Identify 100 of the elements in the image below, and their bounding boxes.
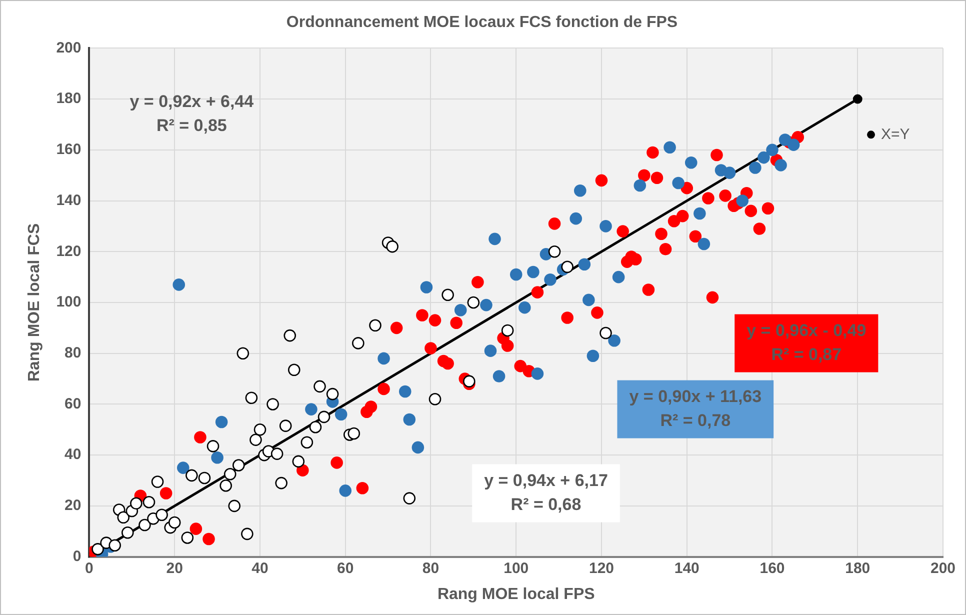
point [206, 440, 220, 452]
point [442, 357, 454, 370]
point [378, 382, 390, 396]
y-tick-label: 200 [56, 39, 82, 56]
point [744, 204, 758, 218]
point [531, 368, 544, 380]
point [659, 242, 672, 256]
point [574, 184, 586, 197]
annotation: y = 0,92x + 6,44 R² = 0,85 [130, 92, 254, 136]
point [369, 319, 382, 332]
point [181, 532, 194, 544]
point [642, 284, 655, 296]
point [467, 296, 480, 309]
y-tick-label: 40 [64, 446, 82, 464]
point [318, 410, 330, 424]
point [616, 225, 629, 238]
x-tick-label: 180 [845, 560, 870, 577]
annotation: y = 0,96x - 0,49 R² = 0,87 [746, 320, 866, 364]
point [531, 286, 544, 298]
point [684, 156, 698, 169]
point [241, 528, 254, 540]
point [198, 472, 211, 484]
point [412, 441, 424, 454]
point [416, 309, 428, 322]
point [356, 482, 369, 494]
point [420, 281, 433, 294]
point [561, 312, 574, 324]
point [694, 207, 706, 220]
point [591, 306, 604, 319]
point [334, 408, 348, 421]
x-tick-label: 80 [422, 560, 440, 577]
point [186, 469, 198, 482]
point [386, 240, 398, 253]
point [514, 360, 527, 372]
x-tick-label: 120 [588, 560, 614, 577]
point [582, 294, 595, 306]
x-tick-label: 60 [337, 560, 354, 577]
point [352, 337, 364, 350]
point [638, 169, 650, 182]
point [326, 388, 339, 400]
x-tick-label: 0 [85, 560, 94, 577]
point [398, 385, 412, 398]
point [706, 291, 719, 304]
point [676, 210, 689, 222]
point [698, 238, 710, 250]
point [121, 526, 134, 539]
point [450, 316, 462, 329]
point [254, 424, 266, 436]
point [527, 266, 540, 278]
point [288, 364, 300, 376]
point [339, 484, 352, 497]
y-tick-label: 80 [64, 344, 82, 362]
annotation: y = 0,94x + 6,17 R² = 0,68 [484, 470, 608, 514]
annotation: y = 0,90x + 11,63 R² = 0,78 [629, 386, 762, 430]
point [309, 420, 322, 434]
point [305, 403, 318, 416]
point [600, 326, 612, 340]
point [228, 500, 241, 512]
point [270, 448, 284, 460]
point [561, 260, 574, 274]
point [424, 342, 437, 354]
point [612, 270, 625, 284]
x-axis-title: Rang MOE local FPS [437, 586, 596, 603]
point [117, 511, 130, 524]
point [548, 218, 561, 230]
point [778, 134, 792, 146]
point [168, 516, 181, 529]
point [364, 400, 378, 413]
point [348, 427, 360, 440]
point [650, 172, 664, 184]
x-tick-label: 160 [760, 560, 785, 577]
x-tick-label: 140 [674, 560, 700, 577]
point [428, 314, 442, 326]
point [138, 518, 151, 532]
point [595, 174, 608, 187]
point [463, 375, 476, 388]
point [634, 179, 646, 192]
point [501, 340, 514, 352]
point [492, 370, 506, 382]
point [215, 416, 228, 428]
point [600, 220, 612, 232]
point [689, 230, 702, 243]
point [176, 462, 190, 474]
point [723, 166, 736, 179]
y-tick-label: 140 [56, 192, 82, 209]
point [774, 159, 787, 172]
point [378, 352, 390, 365]
y-axis-title: Rang MOE local FCS [26, 223, 44, 382]
x-tick-label: 20 [166, 560, 183, 577]
point [501, 324, 514, 337]
y-tick-label: 120 [56, 242, 82, 260]
point [250, 434, 262, 446]
point [702, 192, 714, 204]
point [719, 190, 732, 202]
y-tick-label: 180 [56, 90, 82, 108]
point [245, 392, 258, 404]
y-tick-label: 100 [56, 294, 82, 311]
point [758, 151, 770, 164]
point [202, 532, 215, 546]
y-tick-label: 60 [64, 395, 82, 412]
